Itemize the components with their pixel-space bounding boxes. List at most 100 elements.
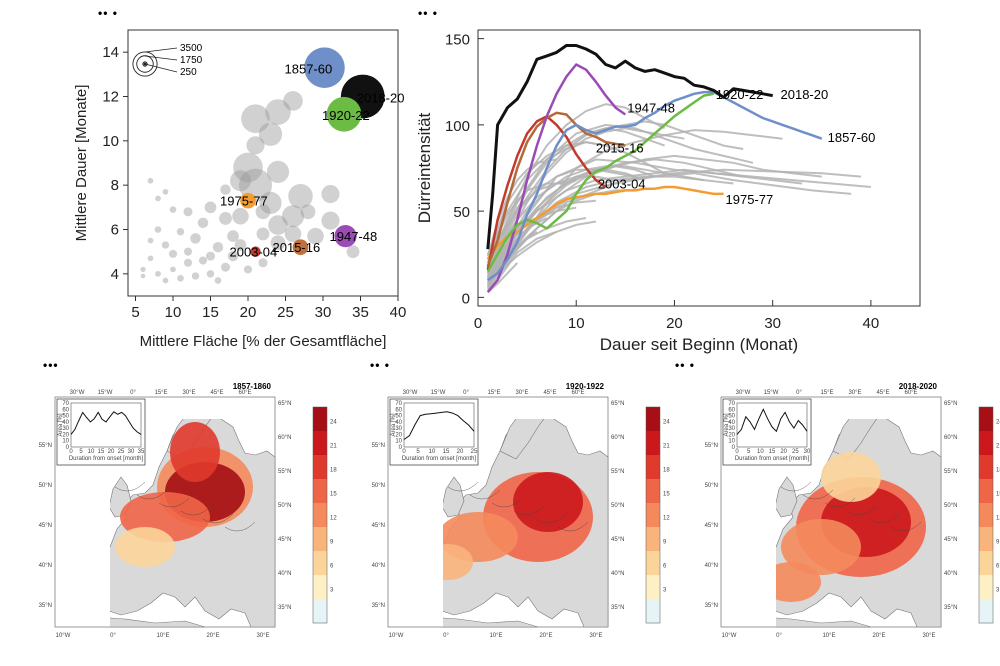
inset-x-tick: 20 [780, 449, 787, 455]
country-border [447, 481, 479, 492]
series-line [486, 185, 724, 261]
lon-label-bottom: 30°E [256, 633, 269, 639]
lat-label-right: 50°N [611, 503, 624, 509]
drought-field [443, 544, 473, 580]
colorbar-tick: 9 [330, 539, 334, 545]
drought-field [115, 527, 175, 567]
x-axis-title: Dauer seit Beginn (Monat) [600, 335, 798, 354]
lon-label-top: 15°W [98, 390, 113, 396]
scatter-point [270, 235, 286, 251]
colorbar-tick: 3 [663, 587, 667, 593]
x-tick-label: 30 [764, 315, 781, 332]
scatter-point [259, 191, 282, 214]
country-border [114, 481, 146, 492]
country-border [802, 489, 834, 500]
background-series-line [486, 168, 803, 279]
lat-label-left: 50°N [372, 483, 385, 489]
lon-label-top: 45°E [543, 390, 556, 396]
scatter-point [268, 215, 288, 235]
lat-label-left: 45°N [372, 523, 385, 529]
colorbar-tick: 3 [330, 587, 334, 593]
point-label: 1920-22 [322, 108, 370, 123]
inset-x-tick: 10 [88, 449, 95, 455]
y-tick-label: 50 [453, 204, 470, 221]
colorbar-swatch [313, 503, 327, 528]
map-content [443, 419, 609, 628]
drought-field [776, 562, 821, 602]
drought-map-1920: 1920-1922 30°W 15°W 0° 15°E 30°E 45°E 60°E 10°W 0… [372, 382, 671, 639]
scatter-point [147, 255, 154, 262]
colorbar-swatch [646, 551, 660, 576]
inset-y-tick: 40 [728, 420, 735, 426]
country-border [224, 521, 256, 532]
colorbar-frame [645, 406, 661, 624]
colorbar-swatch [313, 479, 327, 504]
inset-x-tick: 0 [735, 449, 739, 455]
lat-label-left: 50°N [705, 483, 718, 489]
colorbar-swatch [979, 599, 993, 624]
scatter-point [140, 266, 146, 273]
lon-label-bottom: 0° [776, 633, 782, 639]
lat-label-right: 35°N [611, 605, 624, 611]
inset-y-tick: 70 [395, 401, 402, 407]
drought-field [781, 519, 861, 575]
inset-y-tick: 20 [395, 432, 402, 438]
lon-label-bottom: 0° [110, 633, 116, 639]
background-series-line [486, 103, 666, 267]
series-label: 1920-22 [716, 87, 764, 102]
series-label: 1975-77 [726, 192, 774, 207]
scatter-point [198, 256, 208, 265]
scatter-point [204, 201, 217, 214]
lon-label-top: 0° [796, 390, 802, 396]
drought-map-2018: 2018-2020 30°W 15°W 0° 15°E 30°E 45°E 60°E 10°W 0… [705, 382, 1000, 639]
lon-label-top: 30°W [403, 390, 418, 396]
scatter-point [191, 272, 200, 280]
size-legend-leader [144, 63, 178, 73]
lat-label-right: 40°N [944, 571, 957, 577]
inset-x-tick: 5 [747, 449, 751, 455]
scatter-point [283, 91, 303, 111]
x-tick-label: 10 [568, 315, 585, 332]
inset-x-tick: 30 [804, 449, 811, 455]
inset-x-tick: 10 [757, 449, 764, 455]
lat-label-left: 40°N [372, 563, 385, 569]
colorbar-swatch [646, 479, 660, 504]
inset-y-tick: 40 [395, 420, 402, 426]
inset-y-tick: 10 [728, 439, 735, 445]
map-content [776, 419, 942, 628]
plot-frame [477, 29, 921, 307]
series-label: 2015-16 [596, 140, 644, 155]
point-label: 1975-77 [220, 194, 268, 209]
lon-label-bottom: 30°E [589, 633, 602, 639]
scatter-point [258, 122, 283, 146]
inset-area-line [736, 408, 808, 435]
scatter-point [220, 184, 231, 195]
size-legend-label: 3500 [180, 43, 203, 54]
colorbar-tick: 21 [330, 443, 337, 449]
inset-x-tick: 15 [98, 449, 105, 455]
lat-label-left: 35°N [705, 603, 718, 609]
background-series-line [486, 182, 567, 264]
lon-label-bottom: 20°E [872, 633, 885, 639]
colorbar-tick: 9 [663, 539, 667, 545]
scatter-panel: 5 10 15 20 25 30 35 40 4 6 8 10 12 14 1857-60 2018-20 19… [70, 20, 410, 360]
drought-field [821, 452, 881, 502]
background-series-line [486, 141, 606, 260]
scatter-point [255, 204, 271, 220]
lat-label-right: 35°N [944, 605, 957, 611]
inset-y-tick: 40 [62, 420, 69, 426]
scatter-point [205, 251, 216, 261]
scatter-point [169, 206, 177, 213]
lon-label-top: 30°E [182, 390, 195, 396]
colorbar-swatch [313, 527, 327, 552]
country-border [513, 505, 545, 516]
colorbar-swatch [313, 407, 327, 432]
lat-label-right: 55°N [944, 469, 957, 475]
inset-area-line [403, 411, 475, 440]
scatter-point [230, 170, 251, 192]
series-line [486, 111, 626, 267]
scatter-point [176, 228, 185, 236]
lon-label-top: 30°W [70, 390, 85, 396]
scatter-point [162, 277, 169, 284]
scatter-point [307, 227, 324, 245]
